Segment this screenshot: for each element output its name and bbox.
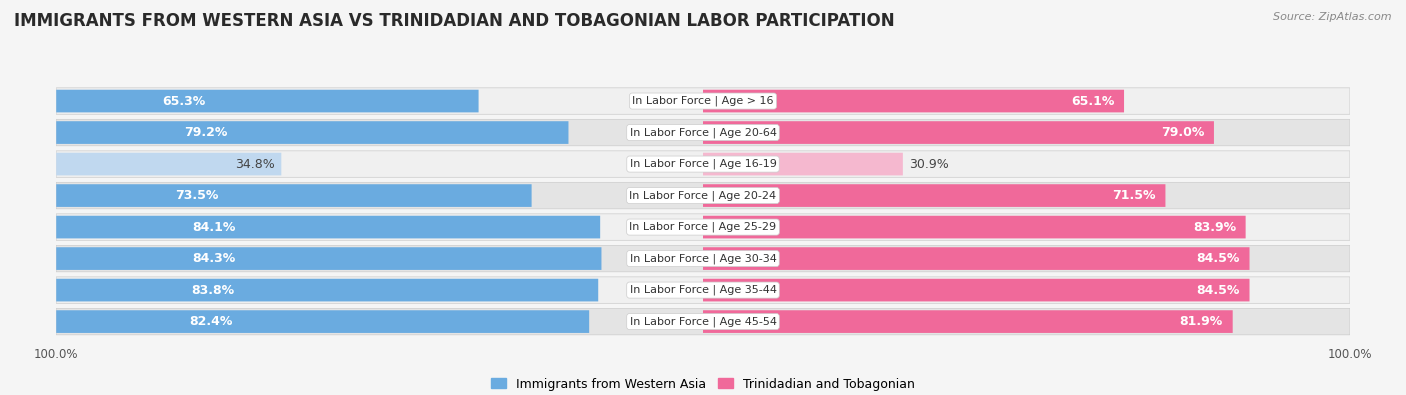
FancyBboxPatch shape — [56, 121, 568, 144]
FancyBboxPatch shape — [703, 247, 1250, 270]
FancyBboxPatch shape — [703, 184, 1166, 207]
FancyBboxPatch shape — [56, 214, 1350, 240]
FancyBboxPatch shape — [703, 121, 1213, 144]
Text: 83.9%: 83.9% — [1192, 220, 1236, 233]
Legend: Immigrants from Western Asia, Trinidadian and Tobagonian: Immigrants from Western Asia, Trinidadia… — [485, 372, 921, 395]
FancyBboxPatch shape — [56, 277, 1350, 303]
FancyBboxPatch shape — [56, 184, 531, 207]
Text: In Labor Force | Age 30-34: In Labor Force | Age 30-34 — [630, 253, 776, 264]
Text: 81.9%: 81.9% — [1180, 315, 1223, 328]
FancyBboxPatch shape — [56, 310, 589, 333]
Text: In Labor Force | Age 20-24: In Labor Force | Age 20-24 — [630, 190, 776, 201]
Text: 79.0%: 79.0% — [1161, 126, 1204, 139]
FancyBboxPatch shape — [56, 247, 602, 270]
FancyBboxPatch shape — [703, 310, 1233, 333]
FancyBboxPatch shape — [56, 90, 478, 113]
Text: In Labor Force | Age 35-44: In Labor Force | Age 35-44 — [630, 285, 776, 295]
Text: 34.8%: 34.8% — [235, 158, 274, 171]
Text: Source: ZipAtlas.com: Source: ZipAtlas.com — [1274, 12, 1392, 22]
Text: In Labor Force | Age 25-29: In Labor Force | Age 25-29 — [630, 222, 776, 232]
Text: IMMIGRANTS FROM WESTERN ASIA VS TRINIDADIAN AND TOBAGONIAN LABOR PARTICIPATION: IMMIGRANTS FROM WESTERN ASIA VS TRINIDAD… — [14, 12, 894, 30]
FancyBboxPatch shape — [56, 279, 598, 301]
FancyBboxPatch shape — [56, 153, 281, 175]
Text: In Labor Force | Age 45-54: In Labor Force | Age 45-54 — [630, 316, 776, 327]
Text: In Labor Force | Age 20-64: In Labor Force | Age 20-64 — [630, 127, 776, 138]
Text: 65.1%: 65.1% — [1071, 94, 1115, 107]
Text: 82.4%: 82.4% — [190, 315, 233, 328]
FancyBboxPatch shape — [56, 88, 1350, 114]
Text: 65.3%: 65.3% — [162, 94, 205, 107]
Text: 71.5%: 71.5% — [1112, 189, 1156, 202]
Text: 30.9%: 30.9% — [910, 158, 949, 171]
Text: In Labor Force | Age > 16: In Labor Force | Age > 16 — [633, 96, 773, 106]
FancyBboxPatch shape — [56, 151, 1350, 177]
Text: 79.2%: 79.2% — [184, 126, 228, 139]
FancyBboxPatch shape — [703, 216, 1246, 239]
FancyBboxPatch shape — [703, 279, 1250, 301]
Text: 83.8%: 83.8% — [191, 284, 235, 297]
FancyBboxPatch shape — [56, 182, 1350, 209]
Text: 84.1%: 84.1% — [193, 220, 236, 233]
FancyBboxPatch shape — [56, 216, 600, 239]
Text: 84.3%: 84.3% — [193, 252, 236, 265]
Text: In Labor Force | Age 16-19: In Labor Force | Age 16-19 — [630, 159, 776, 169]
FancyBboxPatch shape — [703, 90, 1123, 113]
Text: 84.5%: 84.5% — [1197, 284, 1240, 297]
FancyBboxPatch shape — [56, 245, 1350, 272]
FancyBboxPatch shape — [56, 308, 1350, 335]
FancyBboxPatch shape — [703, 153, 903, 175]
Text: 73.5%: 73.5% — [176, 189, 218, 202]
FancyBboxPatch shape — [56, 119, 1350, 146]
Text: 84.5%: 84.5% — [1197, 252, 1240, 265]
